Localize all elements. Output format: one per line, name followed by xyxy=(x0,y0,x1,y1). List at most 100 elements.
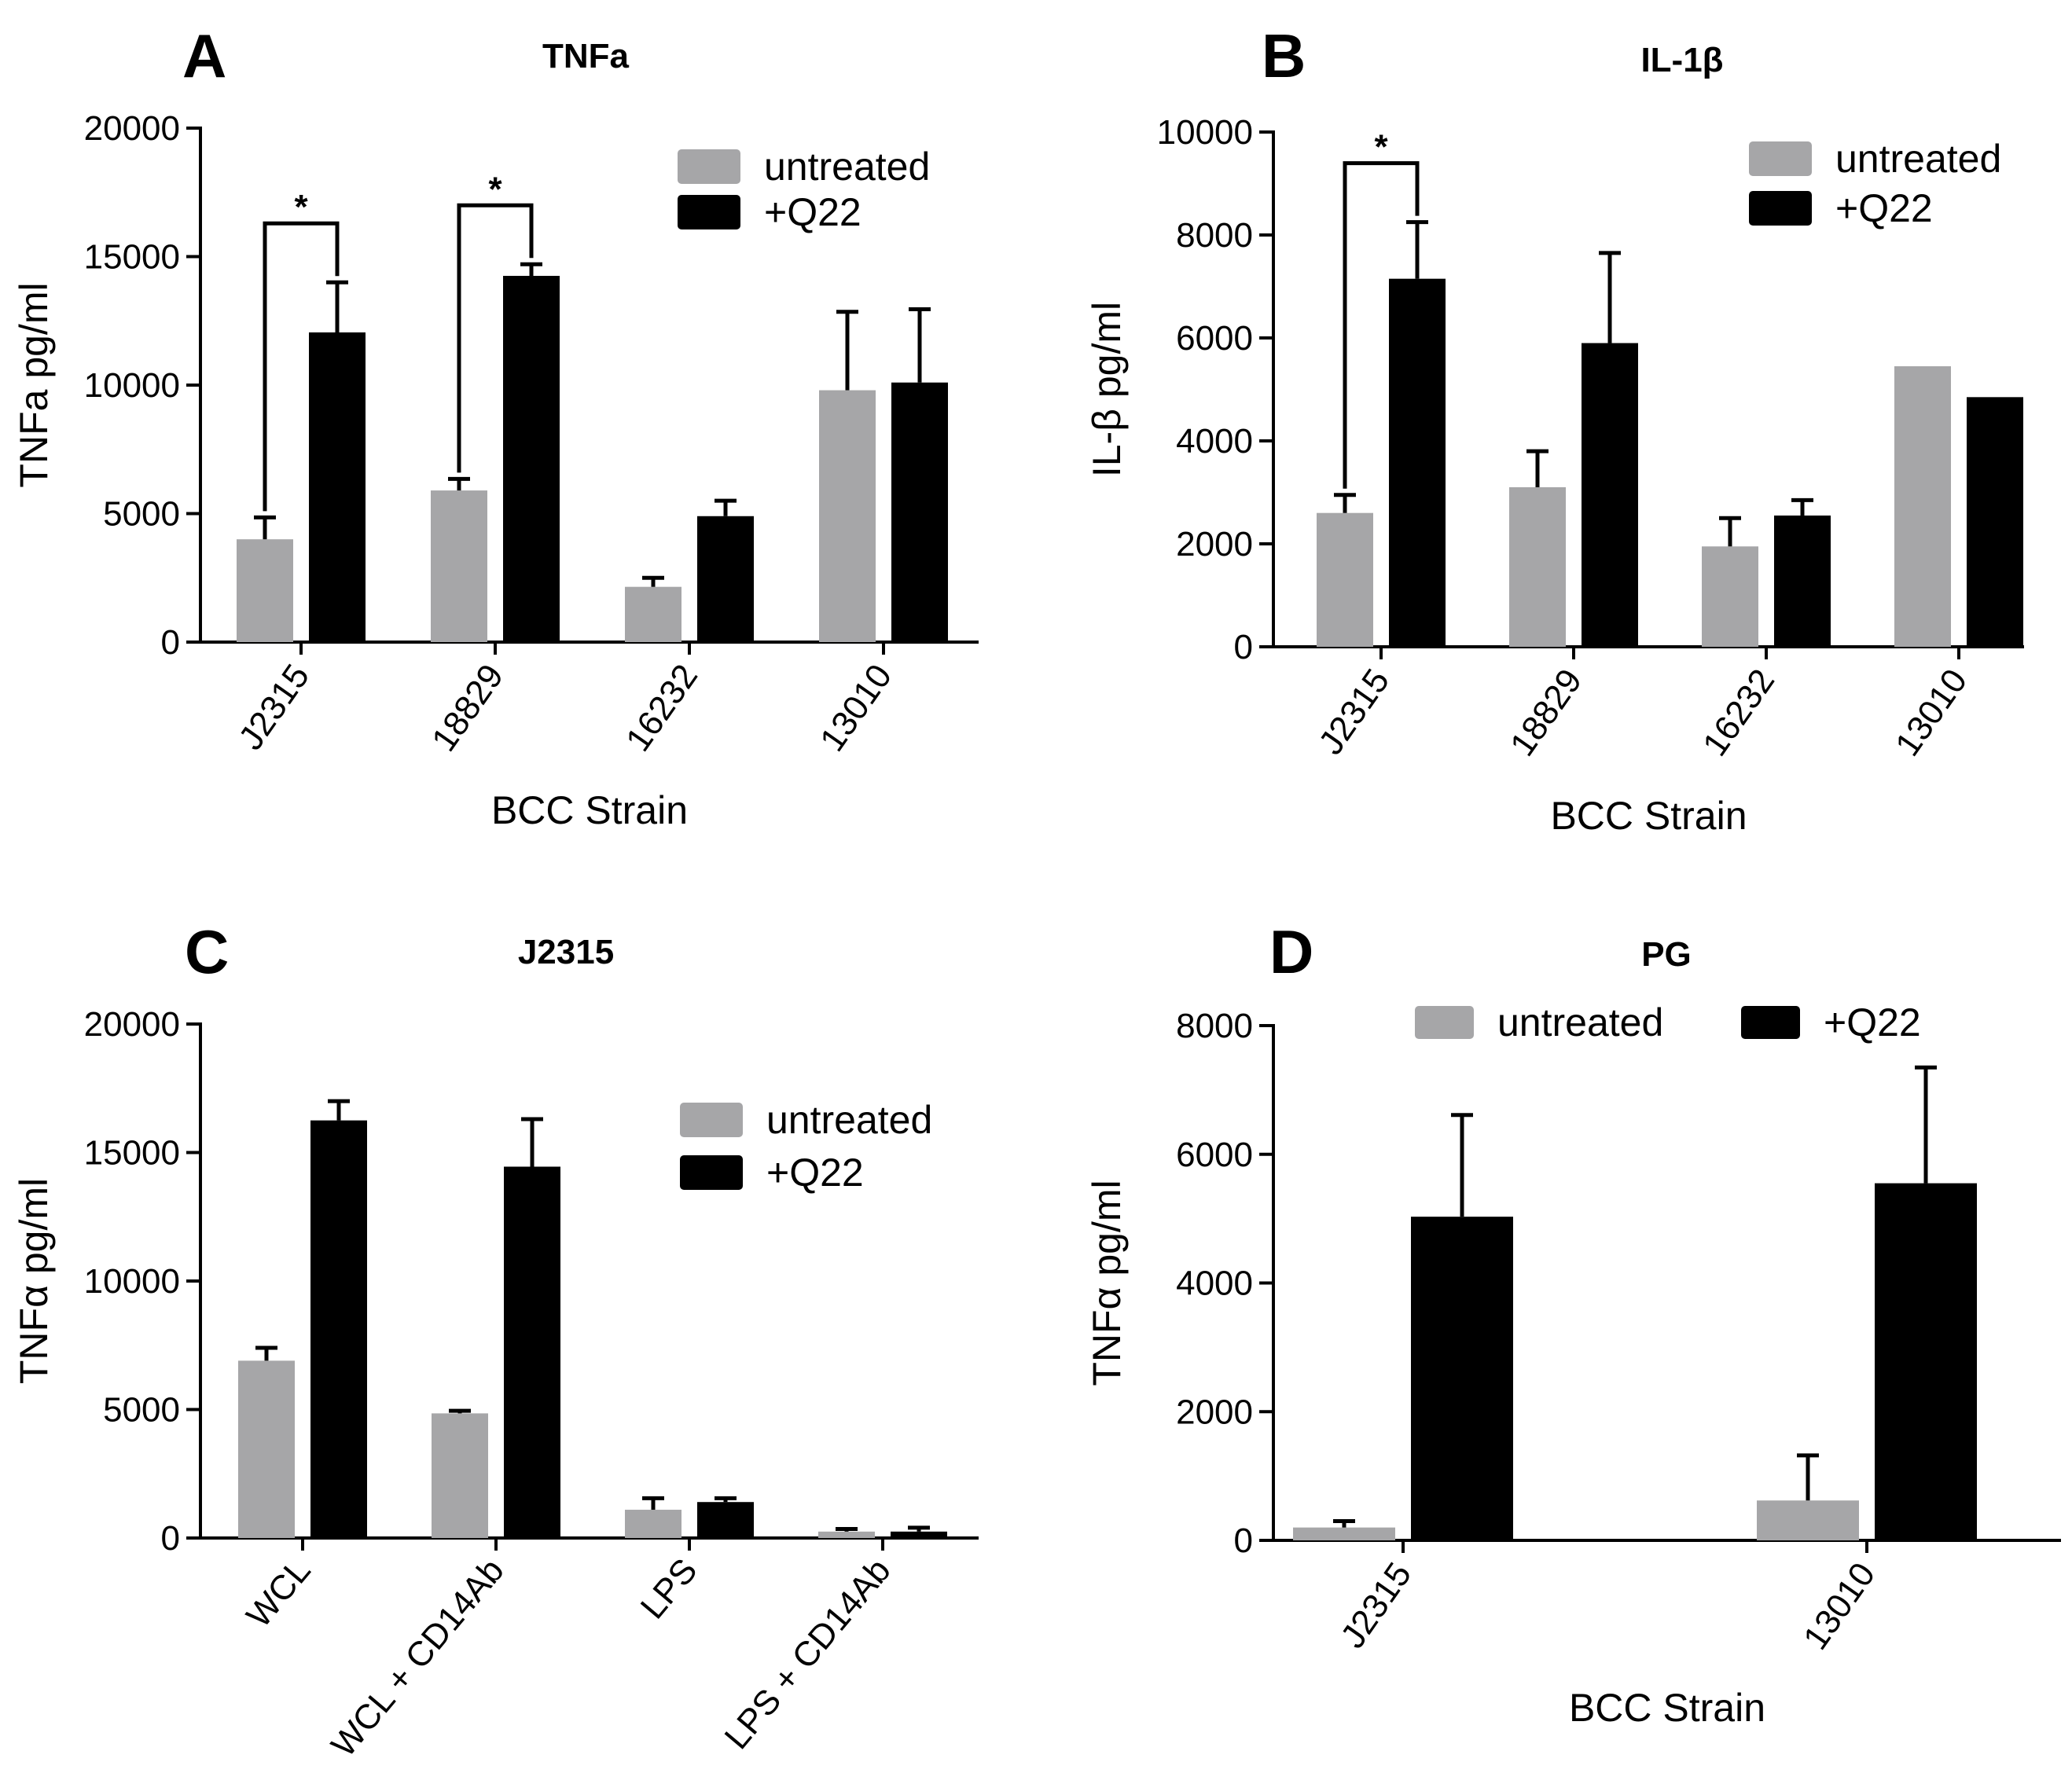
legend-label: untreated xyxy=(764,145,930,189)
chart-title: IL-1β xyxy=(1640,41,1723,79)
x-axis-title: BCC Strain xyxy=(491,788,688,832)
chart-panel-c: C J2315 0 5000 10000 15000 20000 TNFα pg/ml WCL W… xyxy=(12,917,979,1764)
y-tick-label: 8000 xyxy=(1176,1007,1253,1045)
panel-letter: A xyxy=(182,21,226,90)
panel-letter: C xyxy=(185,917,229,986)
legend-swatch-untreated xyxy=(1749,141,1812,176)
x-tick-label: LPS + CD14Ab xyxy=(718,1551,898,1756)
chart-title: TNFa xyxy=(542,37,630,75)
y-tick-label: 0 xyxy=(161,1519,180,1558)
y-tick-label: 6000 xyxy=(1176,1136,1253,1174)
y-axis-title: TNFα pg/ml xyxy=(1085,1180,1129,1386)
bar-untreated xyxy=(237,539,293,642)
x-tick-label: 13010 xyxy=(813,658,899,758)
x-tick-label: 16232 xyxy=(1695,663,1782,763)
legend-swatch-q22 xyxy=(1741,1006,1800,1039)
y-tick-label: 20000 xyxy=(84,109,180,148)
x-tick-label: 18829 xyxy=(424,658,511,758)
bar-q22 xyxy=(1967,397,2023,647)
legend-swatch-untreated xyxy=(680,1103,743,1137)
y-tick-label: 8000 xyxy=(1176,216,1253,255)
x-tick-label: J2315 xyxy=(231,658,317,757)
significance-bracket xyxy=(1343,161,1420,489)
bar-untreated xyxy=(819,390,876,642)
bar-q22 xyxy=(891,382,948,642)
y-tick-label: 10000 xyxy=(84,366,180,405)
bar-untreated xyxy=(818,1531,875,1538)
x-tick-label: J2315 xyxy=(1311,663,1397,762)
bar-q22 xyxy=(891,1531,947,1538)
legend-label: +Q22 xyxy=(766,1151,864,1195)
bar-untreated xyxy=(1757,1500,1859,1540)
legend-swatch-q22 xyxy=(678,195,740,229)
significance-label: * xyxy=(294,188,308,226)
bar-untreated xyxy=(1293,1527,1395,1540)
panel-letter: B xyxy=(1262,21,1306,90)
legend-swatch-q22 xyxy=(680,1155,743,1190)
bar-q22 xyxy=(504,1166,560,1538)
x-tick-label: WCL xyxy=(239,1551,318,1635)
chart-panel-b: B IL-1β 0 2000 4000 6000 8000 10000 IL-β pg/ml J2… xyxy=(1085,21,2024,838)
significance-label: * xyxy=(488,170,502,208)
y-tick-label: 2000 xyxy=(1176,1393,1253,1431)
y-tick-label: 2000 xyxy=(1176,525,1253,563)
legend: untreated+Q22 xyxy=(680,1098,932,1195)
bar-q22 xyxy=(697,516,754,642)
legend-label: untreated xyxy=(1497,1000,1663,1044)
bar-q22 xyxy=(1774,515,1831,647)
legend-label: untreated xyxy=(1835,137,2001,181)
y-tick-label: 0 xyxy=(1234,628,1253,666)
legend-swatch-untreated xyxy=(678,149,740,184)
x-axis-title: BCC Strain xyxy=(1550,794,1747,838)
y-tick-label: 10000 xyxy=(1157,113,1253,152)
y-axis-title: IL-β pg/ml xyxy=(1085,302,1129,477)
bar-untreated xyxy=(238,1360,295,1538)
bar-q22 xyxy=(1389,278,1446,647)
legend: untreated +Q22 xyxy=(1415,1000,1921,1044)
y-tick-label: 0 xyxy=(161,623,180,662)
bar-untreated xyxy=(1894,366,1951,647)
bar-q22 xyxy=(1875,1183,1977,1540)
chart-title: J2315 xyxy=(518,933,614,971)
panel-letter: D xyxy=(1269,917,1313,986)
y-tick-label: 10000 xyxy=(84,1262,180,1301)
bar-untreated xyxy=(431,490,487,642)
bar-q22 xyxy=(697,1502,754,1538)
y-tick-label: 6000 xyxy=(1176,319,1253,358)
x-tick-label: 16232 xyxy=(619,658,705,758)
y-axis-title: TNFa pg/ml xyxy=(12,282,56,487)
x-axis-title: BCC Strain xyxy=(1569,1686,1765,1730)
y-tick-label: 15000 xyxy=(84,1134,180,1173)
bar-untreated xyxy=(625,586,681,642)
y-tick-label: 5000 xyxy=(103,1391,180,1430)
y-tick-label: 20000 xyxy=(84,1005,180,1044)
bar-untreated xyxy=(1317,512,1373,647)
bar-q22 xyxy=(1411,1217,1513,1540)
y-tick-label: 5000 xyxy=(103,495,180,534)
significance-bracket xyxy=(263,221,340,512)
chart-title: PG xyxy=(1641,935,1692,974)
y-axis-title: TNFα pg/ml xyxy=(12,1178,56,1384)
bar-untreated xyxy=(432,1413,488,1538)
y-tick-label: 15000 xyxy=(84,238,180,277)
chart-panel-d: D PG 0 2000 4000 6000 8000 TNFα pg/ml J2315 13010… xyxy=(1085,917,2061,1730)
legend: untreated+Q22 xyxy=(678,145,930,234)
significance-bracket xyxy=(457,203,534,473)
legend: untreated +Q22 xyxy=(1749,137,2001,230)
bar-untreated xyxy=(1702,546,1758,647)
bar-q22 xyxy=(1582,343,1638,647)
legend-label: +Q22 xyxy=(1824,1000,1921,1044)
legend-swatch-untreated xyxy=(1415,1006,1474,1039)
bar-untreated xyxy=(1509,486,1566,647)
legend-label: +Q22 xyxy=(764,190,861,234)
chart-panel-a: A TNFa 0 5000 10000 15000 20000 TNFa pg/ml J2315… xyxy=(12,21,979,832)
legend-label: +Q22 xyxy=(1835,186,1933,230)
y-tick-label: 4000 xyxy=(1176,1265,1253,1303)
legend-swatch-q22 xyxy=(1749,191,1812,226)
x-tick-label: 18829 xyxy=(1503,663,1589,763)
bar-untreated xyxy=(625,1510,681,1538)
y-tick-label: 4000 xyxy=(1176,422,1253,461)
x-tick-label: J2315 xyxy=(1333,1556,1419,1655)
significance-label: * xyxy=(1374,128,1388,167)
y-tick-label: 0 xyxy=(1234,1522,1253,1560)
